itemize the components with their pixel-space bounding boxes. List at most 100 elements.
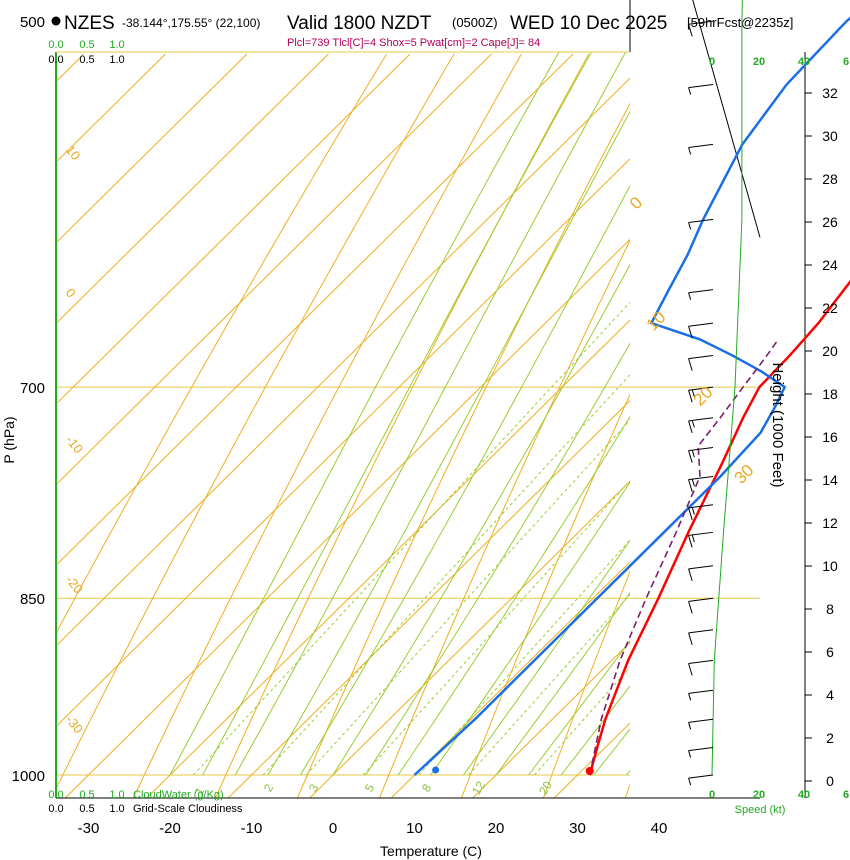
mixing-ratio-line — [468, 593, 630, 776]
wind-barb — [688, 629, 714, 646]
wind-barb-flag — [691, 507, 695, 515]
y-axis-label: P (hPa) — [1, 416, 17, 463]
dry-adiabat-line — [789, 54, 850, 798]
moist-adiabat-line — [495, 591, 630, 776]
dry-adiabat-label: -10 — [63, 432, 87, 456]
wind-barb-flag — [688, 693, 692, 701]
wind-barb-staff — [688, 689, 714, 694]
isotherm-line — [309, 480, 630, 798]
x-tick-label: 20 — [488, 820, 505, 837]
wind-barb-flag — [688, 390, 693, 403]
moist-adiabat-line — [397, 415, 630, 776]
moist-adiabat-line — [169, 52, 560, 776]
wind-barb-flag — [688, 750, 692, 758]
wind-barb-flag — [691, 420, 695, 428]
mixing-ratio-line — [418, 539, 630, 776]
wind-barb-staff — [688, 20, 714, 25]
moist-adiabat-line — [365, 342, 630, 776]
isotherm-line — [56, 53, 166, 163]
x-tick-label: -20 — [159, 820, 181, 837]
height-tick-label: 28 — [822, 171, 838, 187]
mixing-ratio-label: 12 — [469, 778, 488, 797]
mixing-ratio-line — [305, 419, 630, 776]
height-tick-label: 30 — [822, 128, 838, 144]
dry-adiabat-label: 0 — [63, 285, 79, 300]
x-tick-label: -30 — [78, 820, 100, 837]
dry-adiabat-line — [56, 53, 387, 635]
height-tick-label: 0 — [826, 773, 834, 789]
height-tick-label: 8 — [826, 601, 834, 617]
dry-adiabat-line — [542, 570, 630, 798]
wind-barb-flag — [691, 479, 695, 487]
series-dewpoint-line — [413, 16, 850, 776]
speed-top-label: 20 — [753, 56, 765, 68]
mixing-ratio-label: 3 — [306, 781, 322, 794]
surface-temp-marker — [585, 767, 594, 775]
wind-barb — [688, 774, 714, 786]
height-tick-label: 6 — [826, 644, 834, 660]
height-tick-label: 12 — [822, 515, 838, 531]
isotherm-label: 10 — [643, 308, 670, 335]
pressure-tick-label: 700 — [20, 380, 45, 397]
wind-barb-staff — [688, 774, 714, 779]
isotherm-line — [56, 77, 630, 647]
cloudiness-bottom-label: 0.5 — [79, 803, 94, 815]
wind-barb — [688, 447, 714, 463]
x-tick-label: 40 — [651, 820, 668, 837]
wind-barb — [688, 386, 714, 403]
cloudiness-top-label: 0.5 — [79, 54, 94, 66]
wind-barb-flag — [688, 292, 692, 300]
isotherm-line — [146, 319, 630, 798]
cloudwater-label: CloudWater (g/Kg) — [133, 789, 224, 801]
wind-barb-flag — [688, 632, 693, 646]
x-tick-label: -10 — [241, 820, 263, 837]
station-coords: -38.144°,175.55° (22,100) — [122, 16, 260, 30]
wind-barb-staff — [688, 597, 714, 602]
wind-barb-staff — [688, 322, 714, 327]
height-tick-label: 18 — [822, 386, 838, 402]
isotherm-line — [56, 53, 329, 325]
height-tick-label: 4 — [826, 687, 834, 703]
moist-adiabat-line — [267, 110, 630, 776]
wind-barb-flag — [688, 722, 692, 730]
wind-barb-flag — [688, 450, 693, 463]
dry-adiabat-line — [296, 102, 630, 798]
mixing-ratio-line — [362, 479, 630, 776]
mixing-ratio-label: 2 — [261, 781, 277, 794]
isotherm-label: 0 — [626, 193, 646, 213]
wind-barb-flag — [688, 24, 693, 37]
isotherm-line — [56, 53, 492, 486]
wind-barb — [688, 718, 714, 730]
wind-barb-flag — [688, 479, 693, 492]
isotherm-line — [799, 54, 850, 798]
height-tick-label: 20 — [822, 343, 838, 359]
wind-barb — [688, 689, 714, 701]
isotherm-line — [390, 561, 630, 798]
pressure-tick-label: 1000 — [12, 768, 45, 785]
height-tick-label: 2 — [826, 730, 834, 746]
cloudwater-bottom-label: 0.0 — [48, 789, 63, 801]
wind-barb — [688, 659, 714, 676]
wind-barb — [688, 565, 714, 582]
valid-date: WED 10 Dec 2025 — [510, 13, 667, 34]
wind-barb-staff — [688, 746, 714, 752]
dry-adiabat-line — [460, 393, 630, 798]
wind-barb-staff — [688, 629, 714, 634]
wind-barb-flag — [688, 326, 693, 339]
wind-barb-flag — [688, 663, 693, 676]
wind-barb-staff — [688, 659, 714, 665]
wind-barb-flag — [691, 534, 695, 543]
isotherm-line — [64, 238, 630, 798]
speed-bottom-label: 40 — [798, 789, 810, 801]
wind-barb-flag — [688, 147, 692, 155]
wind-barb-flag — [688, 420, 693, 433]
wind-barb-staff — [688, 718, 714, 723]
wind-barb-staff — [688, 289, 714, 294]
wind-barb-flag — [688, 507, 693, 521]
wind-barb-flag — [688, 535, 693, 548]
height-tick-label: 24 — [822, 257, 838, 273]
wind-barb-flag — [691, 389, 695, 397]
dry-adiabat-line — [624, 783, 630, 798]
isotherm-line — [56, 53, 574, 567]
region-boundary-line — [692, 0, 761, 238]
